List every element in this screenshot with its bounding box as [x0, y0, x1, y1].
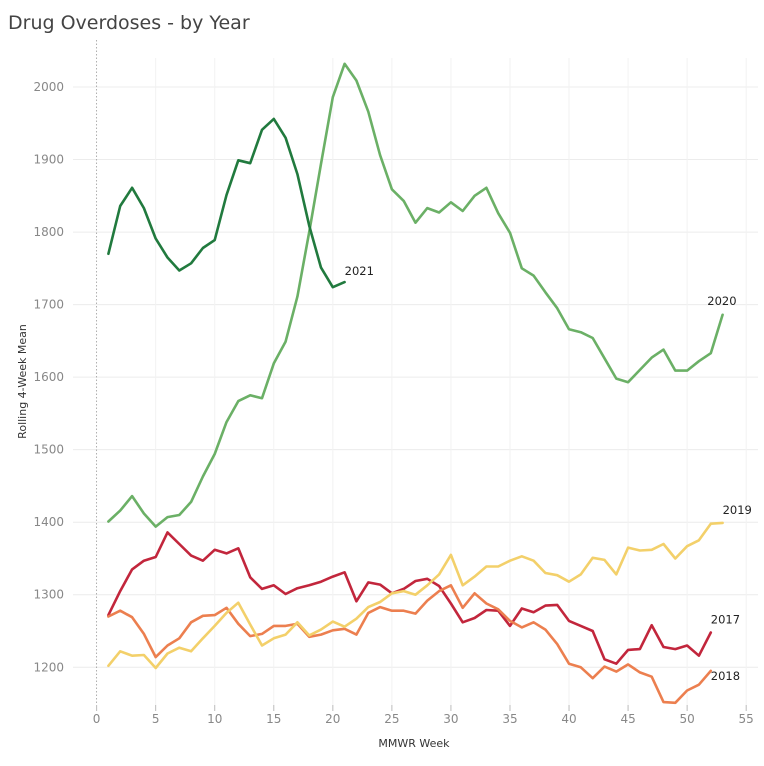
x-tick-label: 10 [207, 712, 222, 726]
y-axis-ticks: 1200 1300 1400 1500 1600 1700 1800 1900 2000 [33, 80, 64, 674]
series-label-2018: 2018 [711, 669, 740, 683]
series-end-labels: 2017 2018 2019 2020 2021 [345, 264, 752, 683]
x-axis-ticks: 0 5 10 15 20 25 30 35 40 45 50 55 [93, 705, 754, 726]
series-label-2021: 2021 [345, 264, 374, 278]
series-line-2018 [107, 583, 713, 705]
y-tick-label: 1600 [33, 370, 64, 384]
series-line-2017 [107, 531, 713, 666]
series-label-2017: 2017 [711, 612, 740, 626]
series-label-2019: 2019 [723, 503, 752, 517]
chart-title: Drug Overdoses - by Year [8, 12, 250, 34]
y-tick-label: 1200 [33, 660, 64, 674]
series-line-2019 [107, 521, 724, 670]
x-tick-label: 20 [325, 712, 340, 726]
x-tick-label: 5 [152, 712, 160, 726]
series-label-2020: 2020 [707, 294, 736, 308]
y-tick-label: 1800 [33, 225, 64, 239]
x-tick-label: 30 [443, 712, 458, 726]
x-tick-label: 40 [561, 712, 576, 726]
y-tick-label: 1500 [33, 443, 64, 457]
y-tick-label: 1900 [33, 153, 64, 167]
x-tick-label: 0 [93, 712, 101, 726]
series-line-2021 [107, 117, 346, 289]
x-tick-label: 25 [384, 712, 399, 726]
x-tick-label: 15 [266, 712, 281, 726]
y-tick-label: 1700 [33, 298, 64, 312]
y-tick-label: 1300 [33, 588, 64, 602]
series-line-2020 [107, 62, 724, 528]
x-axis-title: MMWR Week [378, 737, 450, 750]
x-tick-label: 45 [620, 712, 635, 726]
x-tick-label: 35 [502, 712, 517, 726]
y-axis-title: Rolling 4-Week Mean [16, 324, 29, 439]
y-tick-label: 2000 [33, 80, 64, 94]
gridlines [73, 58, 758, 705]
x-tick-label: 50 [679, 712, 694, 726]
y-tick-label: 1400 [33, 515, 64, 529]
series-lines [107, 62, 724, 705]
x-tick-label: 55 [739, 712, 754, 726]
